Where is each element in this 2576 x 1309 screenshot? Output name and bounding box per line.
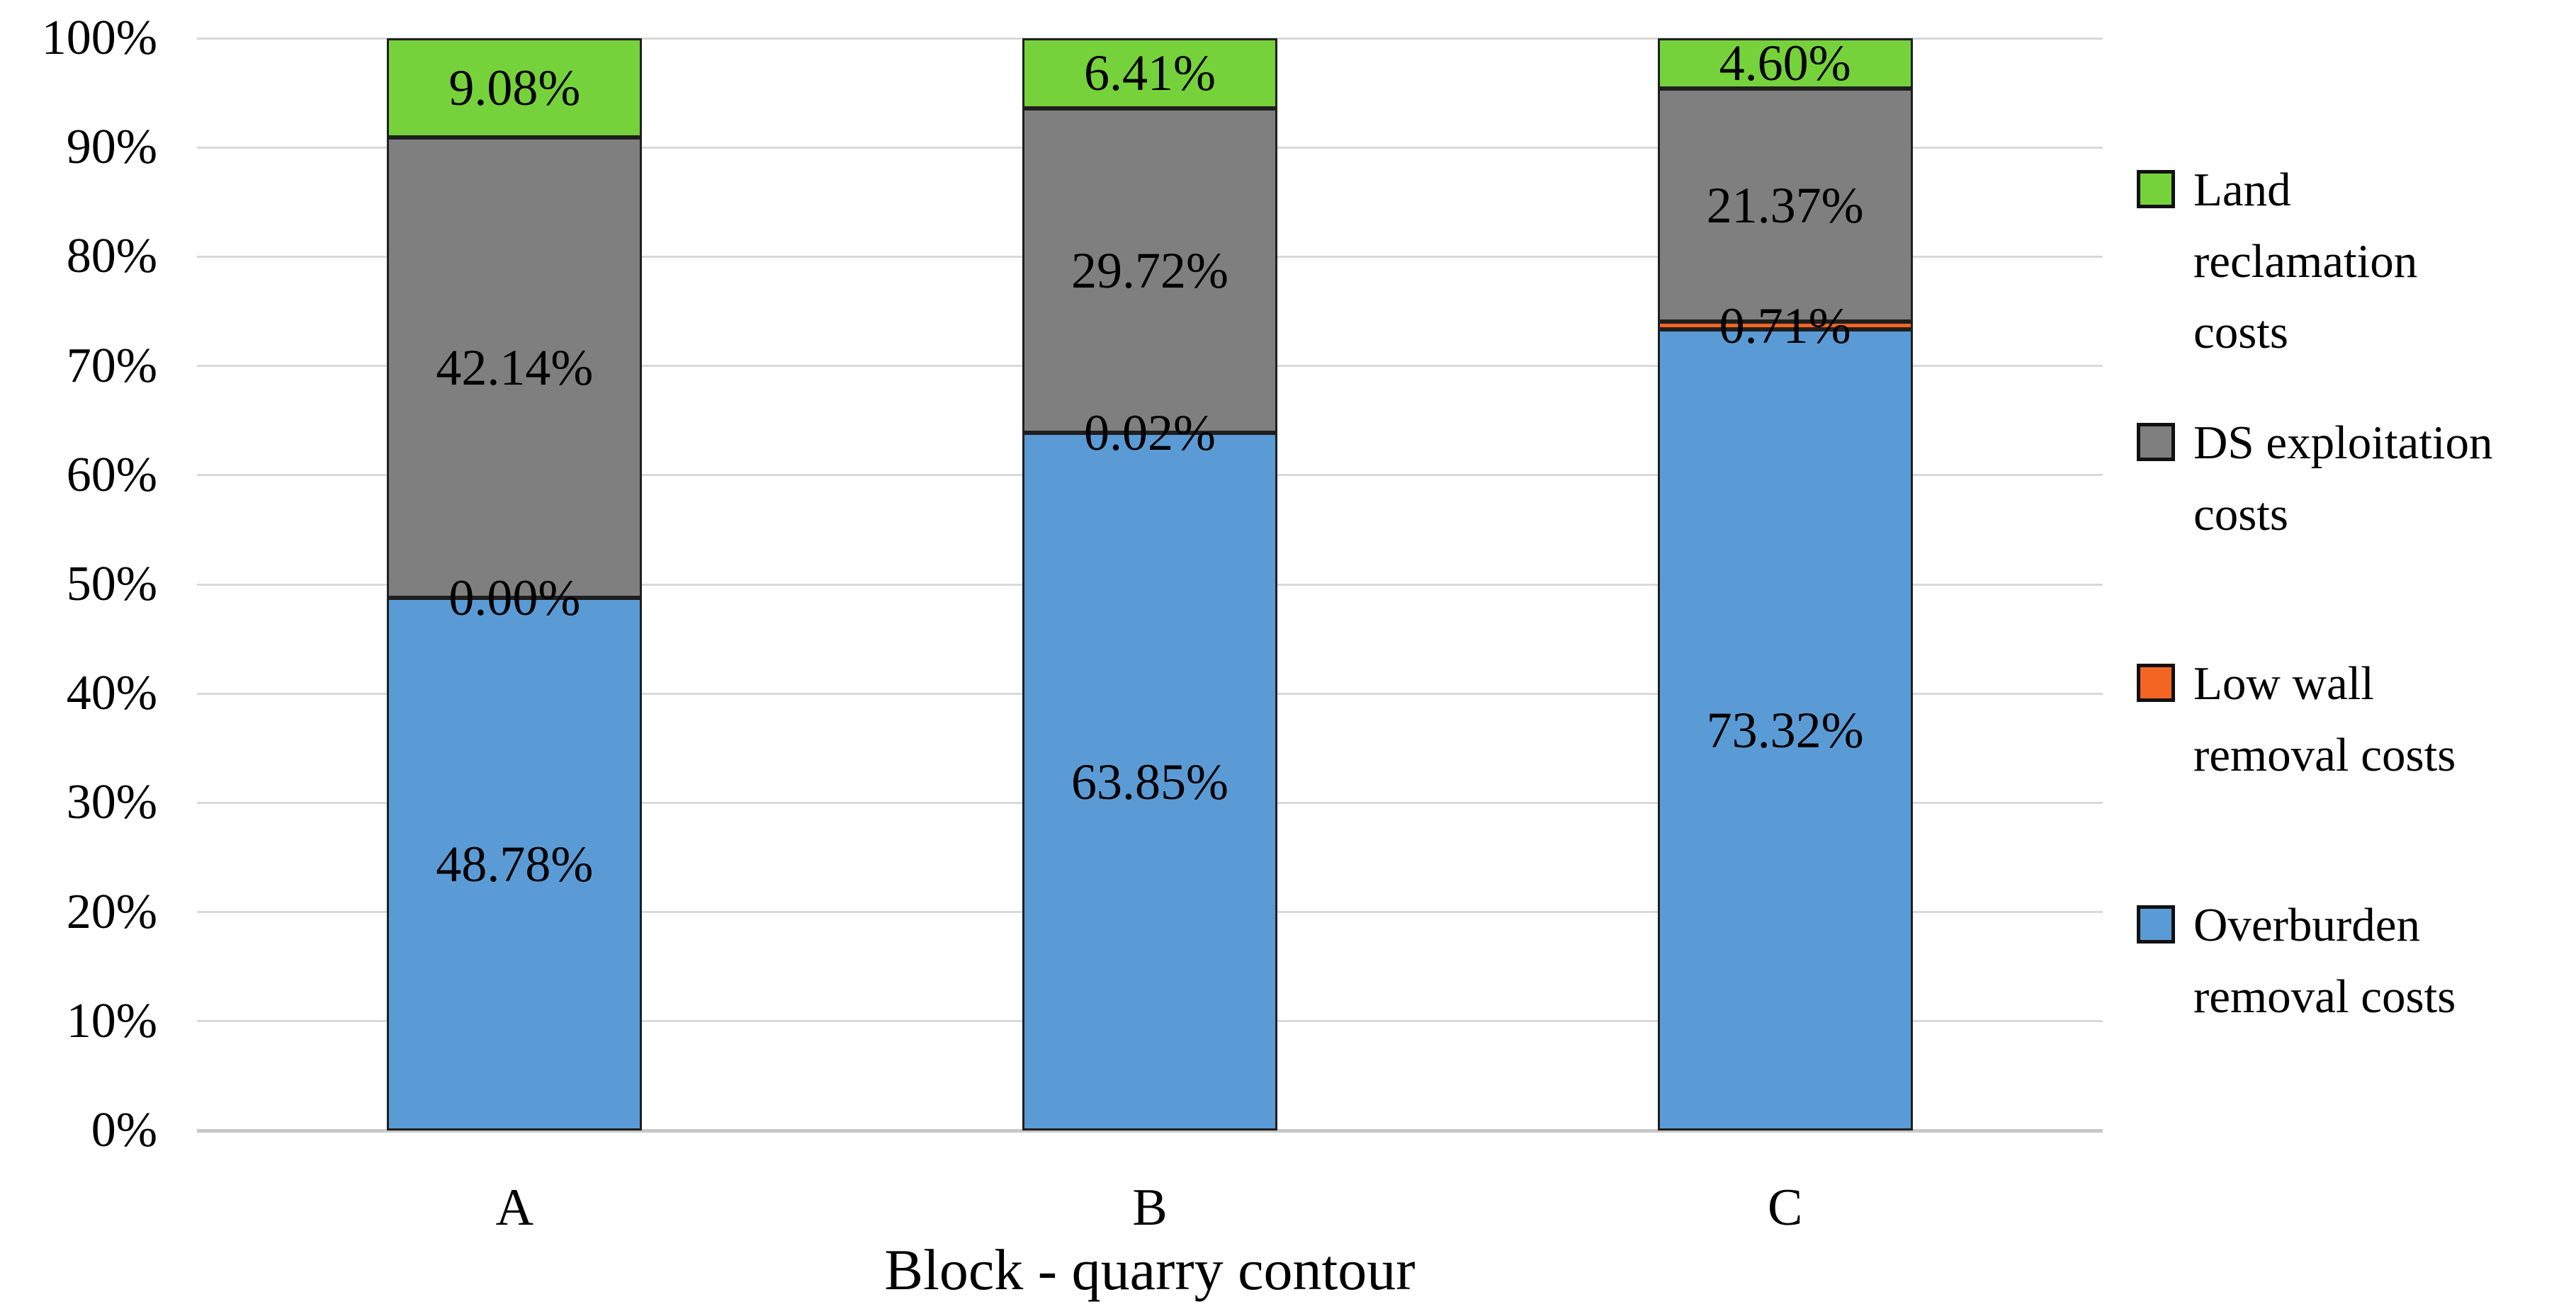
x-axis-category-label: A xyxy=(495,1179,534,1237)
legend-label: Overburden removal costs xyxy=(2193,899,2456,1023)
bar-segment xyxy=(1022,38,1277,108)
bar-segment xyxy=(1657,322,1913,330)
bar-segment xyxy=(387,38,643,137)
segment-data-label: 48.78% xyxy=(436,835,594,892)
y-axis-tick-label: 50% xyxy=(66,557,157,611)
y-axis-tick-label: 90% xyxy=(66,120,157,175)
segment-data-label: 21.37% xyxy=(1706,176,1864,234)
legend-label: Low wall removal costs xyxy=(2193,657,2456,781)
bar-segment xyxy=(387,597,643,1130)
legend-label: Land reclamation costs xyxy=(2193,164,2418,358)
legend-swatch xyxy=(2137,170,2175,208)
y-axis-tick-label: 70% xyxy=(66,338,157,393)
segment-data-label: 29.72% xyxy=(1071,242,1228,299)
bar-segment xyxy=(387,137,643,598)
bar-segment xyxy=(1022,433,1277,1130)
legend-item: Low wall removal costs xyxy=(2137,648,2512,790)
y-axis-tick-label: 40% xyxy=(66,666,157,721)
y-axis-tick-label: 30% xyxy=(66,775,157,830)
legend-label: DS exploitation costs xyxy=(2193,416,2493,540)
legend-item: Land reclamation costs xyxy=(2137,154,2512,368)
x-axis-line xyxy=(197,1128,2103,1133)
x-axis-title: Block - quarry contour xyxy=(884,1237,1416,1302)
legend-swatch xyxy=(2137,905,2175,944)
segment-data-label: 6.41% xyxy=(1084,45,1216,102)
segment-data-label: 63.85% xyxy=(1071,753,1228,810)
x-axis-category-label: C xyxy=(1767,1179,1803,1237)
y-axis-tick-label: 20% xyxy=(66,884,157,939)
legend-swatch xyxy=(2137,423,2175,461)
bar-segment xyxy=(1022,108,1277,434)
y-axis-tick-label: 100% xyxy=(41,11,157,65)
segment-data-label: 4.60% xyxy=(1719,35,1851,92)
y-axis-tick-label: 80% xyxy=(66,229,157,284)
y-axis-tick-label: 60% xyxy=(66,447,157,502)
segment-data-label: 73.32% xyxy=(1706,701,1864,759)
bar-segment xyxy=(1657,329,1913,1130)
segment-data-label: 9.08% xyxy=(448,60,581,116)
bar-segment xyxy=(1657,88,1913,322)
legend-item: Overburden removal costs xyxy=(2137,890,2512,1032)
segment-data-label: 0.00% xyxy=(448,569,581,626)
legend-swatch xyxy=(2137,664,2175,702)
segment-data-label: 0.71% xyxy=(1719,297,1851,354)
segment-data-label: 42.14% xyxy=(436,339,594,396)
legend-item: DS exploitation costs xyxy=(2137,407,2512,550)
segment-data-label: 0.02% xyxy=(1084,404,1216,462)
bar-segment xyxy=(1657,38,1913,89)
y-axis-tick-label: 0% xyxy=(91,1103,157,1157)
x-axis-category-label: B xyxy=(1132,1179,1168,1237)
y-axis-tick-label: 10% xyxy=(66,993,157,1048)
